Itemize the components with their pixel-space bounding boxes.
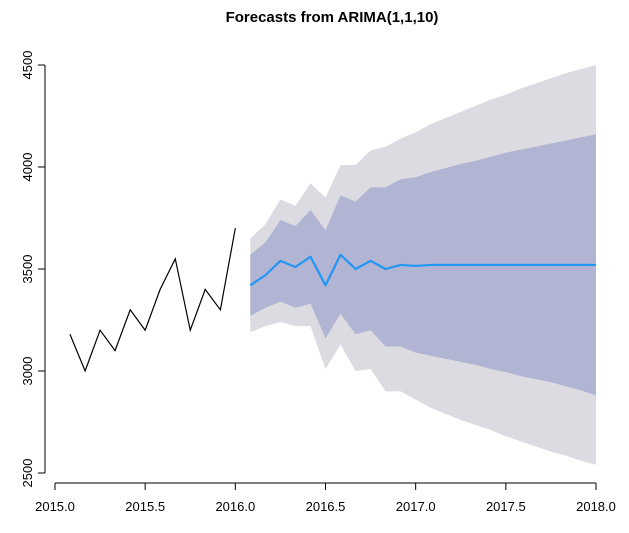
observed-series-line (69, 228, 236, 373)
y-axis: 2500 3000 3500 4000 4500 (20, 51, 46, 488)
observed-series-layer (69, 228, 236, 373)
x-tick-label: 2015.5 (125, 499, 165, 514)
forecast-mean-line (249, 253, 596, 287)
x-tick-label: 2015.0 (35, 499, 75, 514)
chart-title: Forecasts from ARIMA(1,1,10) (226, 9, 439, 26)
y-tick-label: 3000 (20, 357, 35, 386)
x-tick-label: 2016.0 (215, 499, 255, 514)
x-tick-label: 2017.0 (396, 499, 436, 514)
x-axis: 2015.0 2015.5 2016.0 2016.5 2017.0 2017.5 2018… (35, 482, 616, 514)
y-tick-label: 4500 (20, 51, 35, 80)
x-tick-label: 2018.0 (576, 499, 616, 514)
x-tick-label: 2016.5 (306, 499, 346, 514)
y-tick-label: 4000 (20, 153, 35, 182)
y-tick-label: 2500 (20, 459, 35, 488)
y-tick-label: 3500 (20, 255, 35, 284)
x-tick-label: 2017.5 (486, 499, 526, 514)
forecast-series-layer (249, 253, 596, 287)
